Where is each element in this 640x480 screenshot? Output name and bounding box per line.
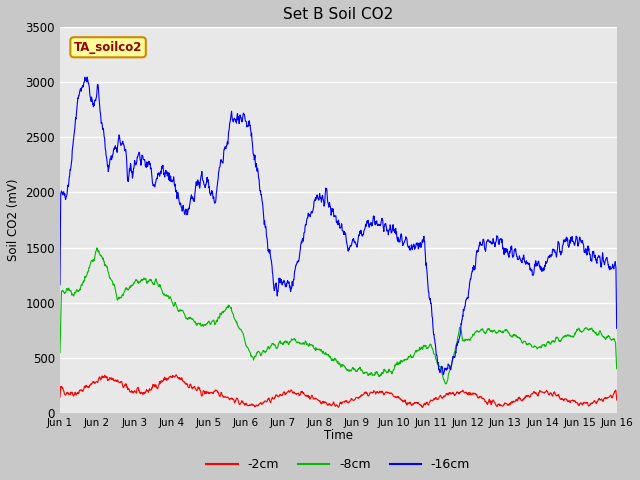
X-axis label: Time: Time <box>324 429 353 442</box>
Title: Set B Soil CO2: Set B Soil CO2 <box>284 7 394 22</box>
Y-axis label: Soil CO2 (mV): Soil CO2 (mV) <box>7 179 20 261</box>
Legend: -2cm, -8cm, -16cm: -2cm, -8cm, -16cm <box>202 453 476 476</box>
Text: TA_soilco2: TA_soilco2 <box>74 41 142 54</box>
